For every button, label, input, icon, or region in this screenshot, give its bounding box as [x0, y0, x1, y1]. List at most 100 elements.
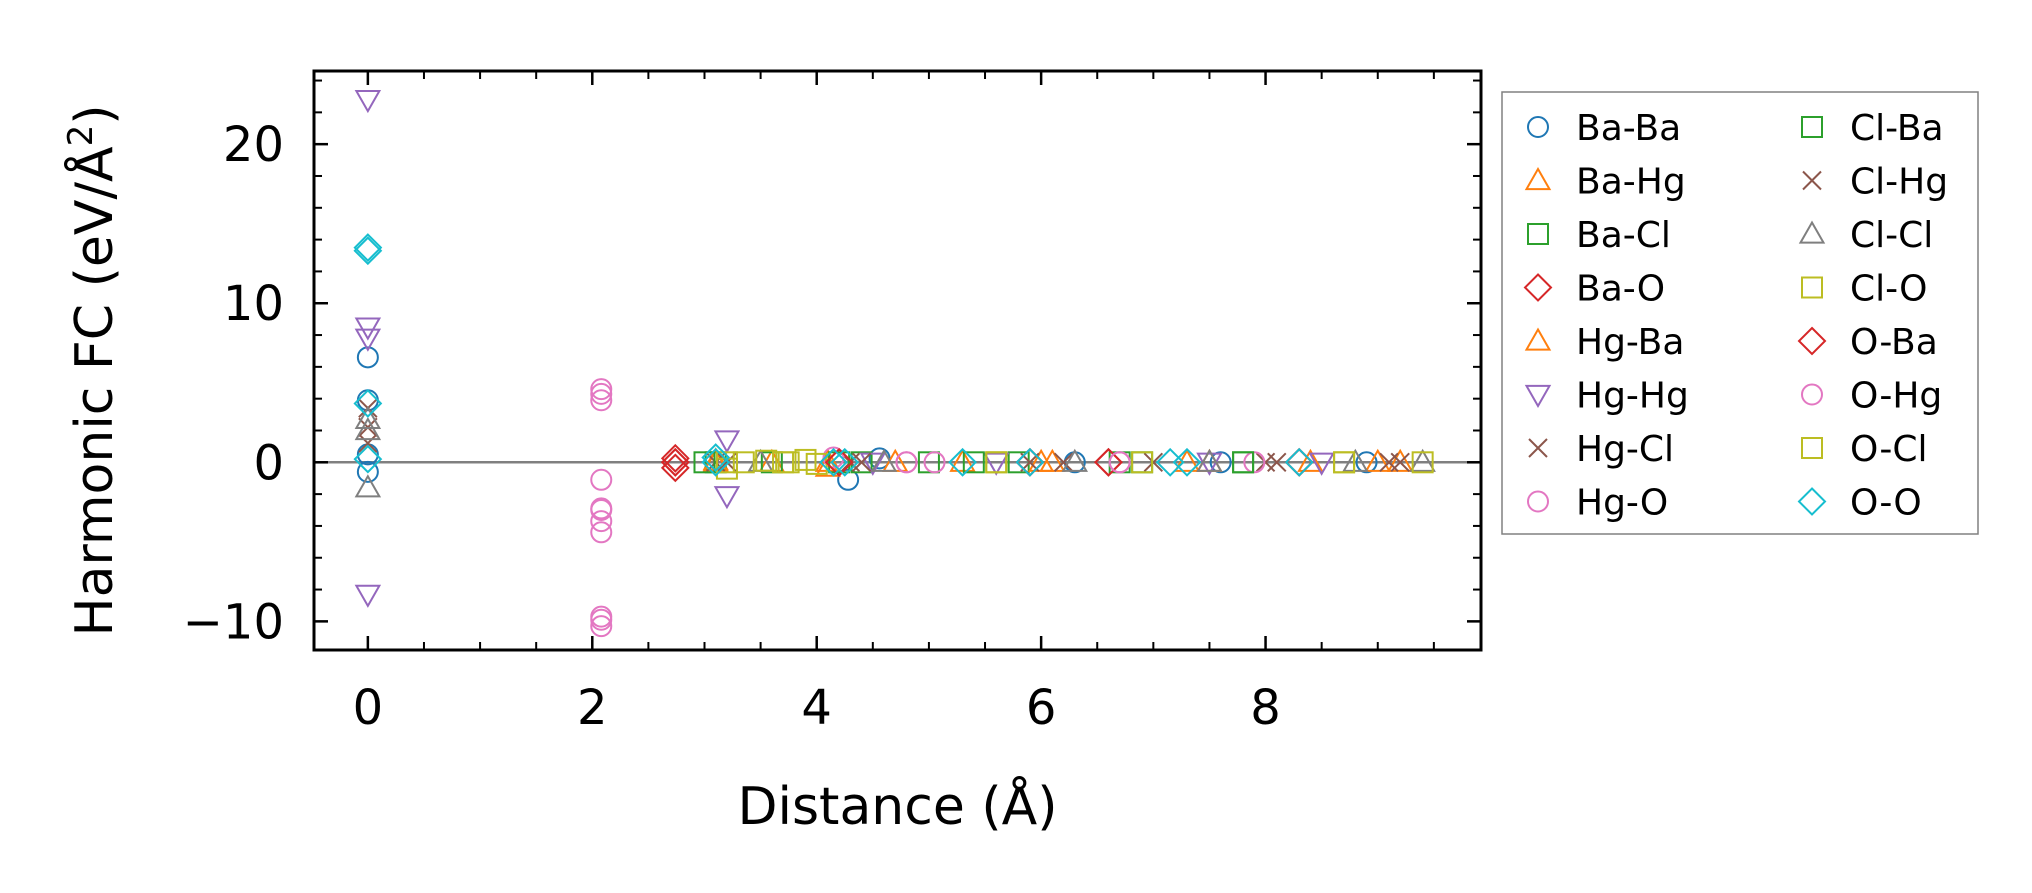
data-point	[814, 453, 842, 477]
legend-entry: O-Cl	[1801, 429, 1927, 470]
legend-marker	[1801, 276, 1823, 299]
data-point	[660, 443, 690, 473]
data-point	[822, 446, 845, 469]
data-point	[1386, 448, 1414, 472]
legend-label: Hg-O	[1576, 483, 1668, 524]
data-point	[693, 451, 716, 474]
data-point	[660, 447, 690, 477]
series-o-cl	[715, 451, 1356, 474]
data-point	[760, 451, 783, 474]
data-point	[1143, 452, 1164, 473]
data-point	[747, 448, 774, 472]
plot-area	[314, 90, 1481, 638]
legend-entry: Ba-O	[1523, 269, 1665, 310]
x-tick-label: 0	[353, 680, 384, 736]
legend-frame	[1501, 91, 1979, 535]
x-tick-label: 2	[577, 680, 608, 736]
series-o-hg	[590, 382, 1131, 631]
legend-entry: Hg-Ba	[1524, 322, 1684, 363]
legend-entry: Hg-Hg	[1524, 376, 1689, 417]
data-point	[1172, 447, 1202, 477]
legend-marker	[1523, 273, 1553, 302]
legend-marker	[1798, 220, 1826, 244]
data-point	[983, 452, 1010, 476]
legend-entry: O-Ba	[1797, 322, 1938, 363]
data-point	[1015, 447, 1045, 477]
legend-marker	[1797, 326, 1827, 356]
y-axis-label: Harmonic FC (eV/Å2)	[61, 104, 125, 636]
data-point	[837, 468, 860, 491]
legend-label: Hg-Cl	[1576, 429, 1674, 470]
legend-entry: Hg-O	[1527, 483, 1668, 524]
data-point	[851, 452, 872, 473]
data-point	[819, 447, 848, 477]
data-point	[755, 449, 778, 472]
data-point	[660, 453, 690, 483]
legend-entry: Ba-Cl	[1527, 215, 1671, 256]
legend-label: Ba-O	[1576, 269, 1665, 310]
data-point	[948, 447, 977, 477]
data-point	[356, 346, 379, 369]
data-point	[824, 447, 854, 477]
legend-entry: Cl-Cl	[1798, 215, 1933, 256]
y-tick-label: 0	[253, 435, 284, 491]
data-point	[1297, 448, 1324, 472]
data-point	[985, 451, 1008, 474]
data-point	[354, 474, 382, 498]
legend-marker	[1527, 223, 1549, 245]
series-cl-hg	[358, 433, 1410, 473]
data-point	[354, 416, 382, 441]
data-point	[590, 382, 613, 405]
data-point	[868, 447, 891, 470]
data-point	[701, 447, 731, 477]
series-hg-o	[590, 378, 1266, 638]
data-point	[715, 451, 738, 474]
x-tick-label: 8	[1250, 680, 1281, 736]
legend-label: Cl-O	[1850, 269, 1927, 310]
data-point	[828, 451, 851, 474]
legend-label: O-Hg	[1850, 376, 1942, 417]
data-point	[1342, 448, 1369, 472]
legend-entry: O-Hg	[1801, 376, 1942, 417]
data-point	[1196, 448, 1223, 472]
data-point	[1308, 452, 1335, 476]
data-point	[358, 433, 378, 453]
data-point	[1053, 452, 1074, 473]
legend-entry: Hg-Cl	[1528, 429, 1674, 470]
legend-marker	[1527, 490, 1549, 513]
data-point	[354, 584, 382, 608]
legend-marker	[1801, 437, 1823, 459]
data-point	[732, 451, 755, 474]
data-point	[713, 486, 741, 510]
legend-entry: Cl-Hg	[1802, 162, 1948, 203]
legend-label: O-Ba	[1850, 322, 1938, 363]
data-point	[830, 447, 860, 477]
data-point	[590, 615, 613, 638]
data-point	[1209, 451, 1232, 474]
y-axis-label-close: )	[65, 104, 125, 124]
legend-marker	[1524, 166, 1552, 191]
data-point	[590, 510, 613, 533]
data-point	[1284, 447, 1314, 477]
legend-label: O-O	[1850, 483, 1922, 524]
axis-ticks: 0 2 4 6 8 −10 0 10 20	[183, 71, 1481, 736]
legend-label: Cl-Ba	[1850, 108, 1944, 149]
x-tick-label: 4	[801, 680, 832, 736]
legend-entry: Cl-O	[1801, 269, 1927, 310]
data-point	[590, 389, 613, 412]
x-axis-label: Distance (Å)	[737, 775, 1057, 837]
y-tick-label: −10	[183, 594, 284, 650]
data-point	[870, 448, 898, 472]
data-point	[590, 468, 613, 491]
data-point	[949, 448, 976, 472]
data-points	[353, 90, 1436, 638]
data-point	[1243, 451, 1266, 474]
data-point	[1364, 448, 1391, 472]
data-point	[895, 451, 918, 474]
series-o-o	[353, 233, 1314, 477]
data-point	[772, 451, 795, 474]
data-point	[1094, 447, 1123, 477]
data-point	[1039, 448, 1066, 472]
data-point	[353, 389, 383, 418]
legend-label: Hg-Ba	[1576, 322, 1684, 363]
